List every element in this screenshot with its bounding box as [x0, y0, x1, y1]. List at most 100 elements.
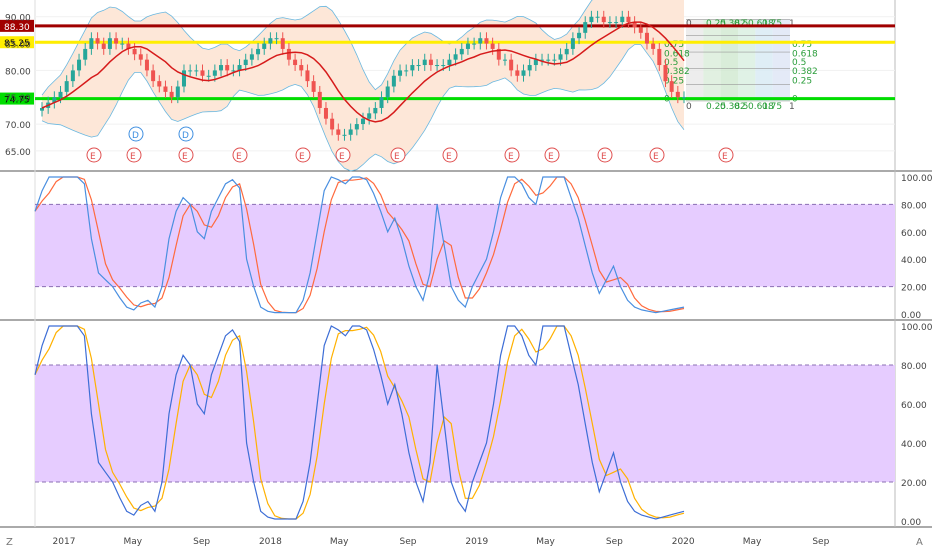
- moving-average: [41, 21, 685, 123]
- candle-body: [607, 22, 612, 24]
- candle-body: [447, 59, 452, 66]
- candle-body: [231, 70, 236, 72]
- candle-body: [194, 70, 199, 72]
- stochastic-k-line: [34, 325, 685, 520]
- candle-body: [589, 16, 594, 23]
- candle-body: [348, 129, 353, 135]
- candle-body: [212, 70, 217, 76]
- candle-body: [243, 59, 248, 66]
- earnings-marker-label: E: [182, 152, 188, 162]
- candle-body: [274, 38, 279, 40]
- price-axis[interactable]: 90.00 85.00 80.00 75.00 70.00 65.00: [5, 14, 31, 158]
- candle-body: [496, 48, 501, 60]
- candle-body: [595, 16, 600, 18]
- fib-left-label: 0.618: [664, 50, 690, 60]
- candle-body: [626, 16, 631, 23]
- earnings-marker-label: E: [299, 152, 305, 162]
- earnings-marker: [86, 147, 102, 163]
- earnings-marker-label: E: [339, 152, 345, 162]
- candle-body: [453, 54, 458, 60]
- fib-right-label: 0.25: [792, 76, 812, 86]
- earnings-marker-label: E: [508, 152, 514, 162]
- fib-top-label: 0.618: [748, 19, 774, 29]
- candle-body: [502, 59, 507, 61]
- candle-body: [219, 65, 224, 71]
- oscillator-tick-label: 80.00: [901, 362, 927, 372]
- stochastic-k-line: [34, 176, 685, 314]
- stochastic-d-line: [34, 325, 685, 520]
- candle-body: [583, 22, 588, 33]
- candle-body: [286, 48, 291, 60]
- candle-body: [465, 43, 470, 49]
- earnings-marker-label: E: [236, 152, 242, 162]
- earnings-marker: [126, 147, 142, 163]
- fib-bottom-label: 0.25: [706, 102, 726, 112]
- candle-body: [435, 65, 440, 67]
- candle-body: [342, 134, 347, 136]
- candle-body: [632, 22, 637, 28]
- time-tick-label: May: [123, 537, 142, 547]
- earnings-marker-label: E: [722, 152, 728, 162]
- bollinger-upper: [41, 0, 641, 96]
- price-tick-label: 70.00: [5, 121, 31, 131]
- candle-body: [638, 27, 643, 33]
- candle-body: [323, 107, 328, 119]
- candle-body: [163, 86, 168, 92]
- oscillator-tick-label: 40.00: [901, 440, 927, 450]
- fib-bottom-label: 0.618: [748, 102, 774, 112]
- candle-body: [360, 118, 366, 125]
- earnings-marker-label: E: [130, 152, 136, 162]
- oscillator-band: [35, 365, 895, 482]
- candle-body: [175, 86, 180, 98]
- candle-body: [39, 107, 45, 111]
- candle-body: [77, 59, 82, 71]
- level-tag: [0, 19, 34, 32]
- stochastic-panel-1[interactable]: 100.00 80.00 60.00 40.00 20.00 0.00: [34, 174, 932, 321]
- candle-body: [601, 16, 606, 23]
- candle-body: [268, 38, 273, 44]
- horizontal-levels: 88.30 85.25 74.75: [0, 19, 895, 106]
- time-tick-label: 2019: [465, 537, 488, 547]
- oscillator-tick-label: 20.00: [901, 284, 927, 294]
- oscillator-tick-label: 100.00: [901, 174, 932, 184]
- candle-body: [225, 65, 230, 71]
- candle-body: [515, 70, 520, 76]
- fib-zone: [772, 19, 790, 101]
- stochastic-panel-2[interactable]: 100.00 80.00 60.00 40.00 20.00 0.00: [34, 323, 932, 528]
- oscillator-tick-label: 40.00: [901, 256, 927, 266]
- fib-right-label: 0.618: [792, 50, 818, 60]
- fib-zone: [686, 19, 704, 101]
- candle-body: [188, 70, 193, 72]
- candle-body: [83, 48, 88, 60]
- earnings-marker: [442, 147, 458, 163]
- candle-body: [64, 81, 69, 92]
- candle-body: [293, 59, 298, 66]
- level-label: 74.75: [4, 96, 30, 106]
- candle-body: [416, 65, 421, 67]
- dividend-marker-label: D: [132, 131, 139, 141]
- oscillator-tick-label: 0.00: [901, 518, 921, 528]
- candle-body: [428, 59, 433, 66]
- fib-top-label: 0: [686, 19, 692, 29]
- candle-body: [558, 54, 563, 60]
- corner-right-label[interactable]: A: [916, 537, 923, 548]
- candle-body: [552, 59, 557, 61]
- price-panel[interactable]: 000.250.250.3820.3820.50.50.6180.6180.75…: [0, 0, 895, 172]
- fib-bottom-label: 0.5: [734, 102, 748, 112]
- earnings-marker: [178, 147, 194, 163]
- oscillator-tick-label: 100.00: [901, 323, 932, 333]
- time-axis[interactable]: 2017 May Sep 2018 May Sep 2019 May Sep 2020 May Sep: [53, 537, 830, 547]
- time-tick-label: Sep: [193, 537, 210, 547]
- earnings-marker-label: E: [90, 152, 96, 162]
- fib-left-label: 0.25: [664, 76, 684, 86]
- candle-body: [441, 65, 446, 67]
- price-tick-label: 75.00: [5, 94, 31, 104]
- candle-body: [577, 32, 582, 39]
- corner-left-label[interactable]: Z: [6, 537, 13, 548]
- oscillator-tick-label: 20.00: [901, 479, 927, 489]
- earnings-marker: [504, 147, 520, 163]
- candle-body: [58, 91, 63, 98]
- candle-body: [144, 59, 149, 71]
- candle-body: [521, 70, 526, 76]
- candle-body: [644, 32, 649, 44]
